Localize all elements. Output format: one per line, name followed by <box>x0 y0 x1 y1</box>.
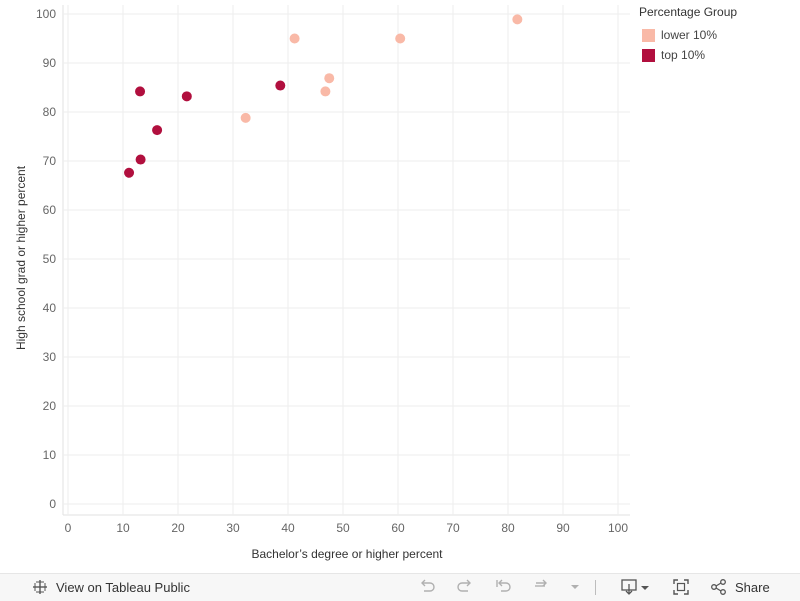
y-tick-label: 80 <box>43 105 57 119</box>
grid <box>62 5 630 516</box>
y-tick-label: 90 <box>43 56 57 70</box>
x-tick-label: 60 <box>391 521 405 535</box>
data-point-lower-10[interactable] <box>512 14 523 25</box>
x-tick-label: 30 <box>226 521 240 535</box>
x-tick-label: 40 <box>281 521 295 535</box>
legend-swatch-lower-10 <box>642 28 655 42</box>
legend-item-lower-10[interactable]: lower 10% <box>639 25 789 45</box>
y-tick-label: 20 <box>43 399 57 413</box>
undo-icon[interactable] <box>418 577 436 595</box>
scatter-chart: 0 10 20 30 40 50 60 70 80 90 100 0 10 20 30 40 50 60 70 80… <box>14 5 630 561</box>
x-tick-label: 50 <box>336 521 350 535</box>
y-tick-label: 0 <box>49 497 56 511</box>
x-tick-label: 0 <box>65 521 72 535</box>
y-tick-label: 30 <box>43 350 57 364</box>
data-point-top-10[interactable] <box>152 125 163 136</box>
fullscreen-icon <box>673 579 689 595</box>
fullscreen-button[interactable] <box>672 578 690 596</box>
y-tick-label: 50 <box>43 252 57 266</box>
x-tick-label: 100 <box>608 521 628 535</box>
data-point-top-10[interactable] <box>181 91 192 102</box>
y-tick-label: 10 <box>43 448 57 462</box>
data-point-top-10[interactable] <box>135 86 146 97</box>
share-icon <box>711 579 726 595</box>
data-point-top-10[interactable] <box>135 154 146 165</box>
x-tick-label: 70 <box>446 521 460 535</box>
y-tick-label: 40 <box>43 301 57 315</box>
data-point-top-10[interactable] <box>124 167 135 178</box>
legend: Percentage Group lower 10% top 10% <box>639 5 789 65</box>
y-tick-label: 60 <box>43 203 57 217</box>
y-axis-title: High school grad or higher percent <box>14 165 28 350</box>
refresh-icon[interactable] <box>532 577 550 595</box>
y-tick-label: 100 <box>36 7 56 21</box>
y-tick-label: 70 <box>43 154 57 168</box>
share-button[interactable]: Share <box>710 578 770 596</box>
x-tick-label: 80 <box>501 521 515 535</box>
revert-icon[interactable] <box>494 577 512 595</box>
x-axis-title: Bachelor’s degree or higher percent <box>251 547 443 561</box>
tableau-icon <box>33 580 47 594</box>
data-point-lower-10[interactable] <box>320 86 331 97</box>
x-tick-label: 20 <box>171 521 185 535</box>
redo-icon[interactable] <box>456 577 474 595</box>
legend-label-top-10: top 10% <box>661 48 706 62</box>
legend-title: Percentage Group <box>639 5 738 19</box>
data-point-lower-10[interactable] <box>324 73 335 84</box>
view-on-tableau-public-button[interactable]: View on Tableau Public <box>32 579 190 595</box>
x-tick-label: 90 <box>556 521 570 535</box>
tableau-toolbar: View on Tableau Public <box>0 573 800 601</box>
data-point-lower-10[interactable] <box>395 33 406 44</box>
legend-item-top-10[interactable]: top 10% <box>639 45 789 65</box>
x-axis-ticks: 0 10 20 30 40 50 60 70 80 90 100 <box>65 521 629 535</box>
share-label: Share <box>735 579 770 595</box>
data-points <box>124 14 523 178</box>
data-point-lower-10[interactable] <box>240 112 251 123</box>
data-point-top-10[interactable] <box>275 80 286 91</box>
x-tick-label: 10 <box>116 521 130 535</box>
data-point-lower-10[interactable] <box>289 33 300 44</box>
dropdown-icon[interactable] <box>570 577 580 595</box>
legend-swatch-top-10 <box>642 48 655 62</box>
toolbar-separator <box>595 580 596 595</box>
download-icon <box>621 579 649 595</box>
legend-label-lower-10: lower 10% <box>661 28 718 42</box>
view-on-tableau-public-label: View on Tableau Public <box>56 579 190 595</box>
y-axis-ticks: 0 10 20 30 40 50 60 70 80 90 100 <box>36 7 56 511</box>
download-button[interactable] <box>620 578 650 596</box>
